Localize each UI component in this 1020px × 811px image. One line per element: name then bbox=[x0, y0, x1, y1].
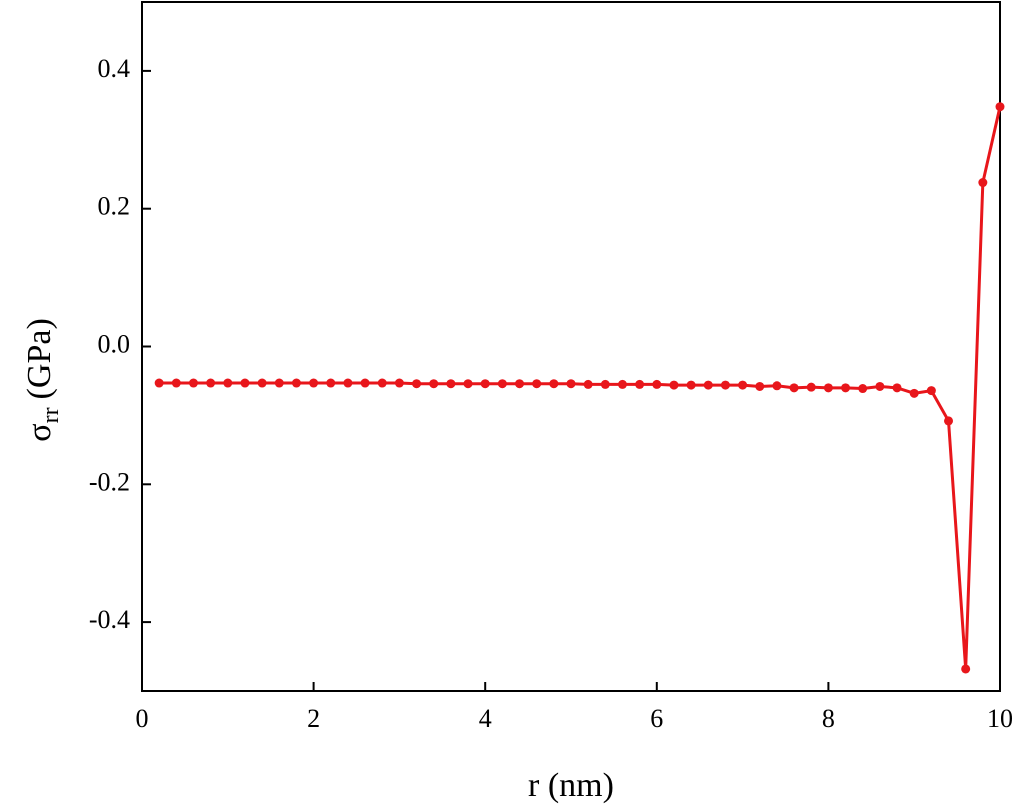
y-tick-label: 0.0 bbox=[98, 329, 131, 358]
x-tick-label: 6 bbox=[650, 704, 663, 733]
point bbox=[652, 379, 662, 389]
x-tick-label: 4 bbox=[479, 704, 492, 733]
point bbox=[154, 378, 164, 388]
point bbox=[961, 664, 971, 674]
point bbox=[738, 380, 748, 390]
point bbox=[532, 379, 542, 389]
point bbox=[188, 378, 198, 388]
point bbox=[446, 379, 456, 389]
x-axis-title: r (nm) bbox=[528, 767, 614, 804]
point bbox=[823, 383, 833, 393]
point bbox=[223, 378, 233, 388]
point bbox=[635, 379, 645, 389]
point bbox=[841, 383, 851, 393]
series-line bbox=[159, 106, 1002, 670]
point bbox=[549, 379, 559, 389]
point bbox=[360, 378, 370, 388]
point bbox=[463, 379, 473, 389]
x-tick-label: 2 bbox=[307, 704, 320, 733]
x-tick-label: 0 bbox=[136, 704, 149, 733]
y-tick-label: -0.2 bbox=[89, 467, 130, 496]
point bbox=[309, 378, 319, 388]
point bbox=[669, 380, 679, 390]
point bbox=[429, 379, 439, 389]
point bbox=[291, 378, 301, 388]
point bbox=[995, 102, 1005, 112]
y-tick-label: 0.4 bbox=[98, 54, 131, 83]
point bbox=[600, 379, 610, 389]
point bbox=[206, 378, 216, 388]
point bbox=[858, 384, 868, 394]
y-tick-label: -0.4 bbox=[89, 605, 130, 634]
point bbox=[909, 388, 919, 398]
y-axis-unit: (GPa) bbox=[21, 318, 58, 399]
point bbox=[171, 378, 181, 388]
point bbox=[686, 380, 696, 390]
point bbox=[515, 379, 525, 389]
point bbox=[394, 378, 404, 388]
point bbox=[343, 378, 353, 388]
point bbox=[720, 380, 730, 390]
point bbox=[806, 382, 816, 392]
point bbox=[326, 378, 336, 388]
y-axis-subscript: rr bbox=[38, 407, 64, 423]
point bbox=[497, 379, 507, 389]
point bbox=[583, 379, 593, 389]
point bbox=[617, 379, 627, 389]
point bbox=[875, 381, 885, 391]
point bbox=[480, 379, 490, 389]
point bbox=[274, 378, 284, 388]
point bbox=[926, 386, 936, 396]
point bbox=[789, 383, 799, 393]
point bbox=[944, 416, 954, 426]
point bbox=[772, 381, 782, 391]
y-axis-title: σrr (GPa) bbox=[21, 318, 64, 442]
point bbox=[703, 380, 713, 390]
point bbox=[566, 379, 576, 389]
x-tick-label: 10 bbox=[987, 704, 1013, 733]
point bbox=[412, 379, 422, 389]
point bbox=[240, 378, 250, 388]
point bbox=[377, 378, 387, 388]
y-tick-label: 0.2 bbox=[98, 192, 131, 221]
point bbox=[257, 378, 267, 388]
point bbox=[978, 178, 988, 188]
x-tick-label: 8 bbox=[822, 704, 835, 733]
point bbox=[755, 381, 765, 391]
plot-frame bbox=[141, 1, 1001, 692]
point bbox=[892, 383, 902, 393]
y-axis-symbol: σ bbox=[21, 423, 58, 441]
